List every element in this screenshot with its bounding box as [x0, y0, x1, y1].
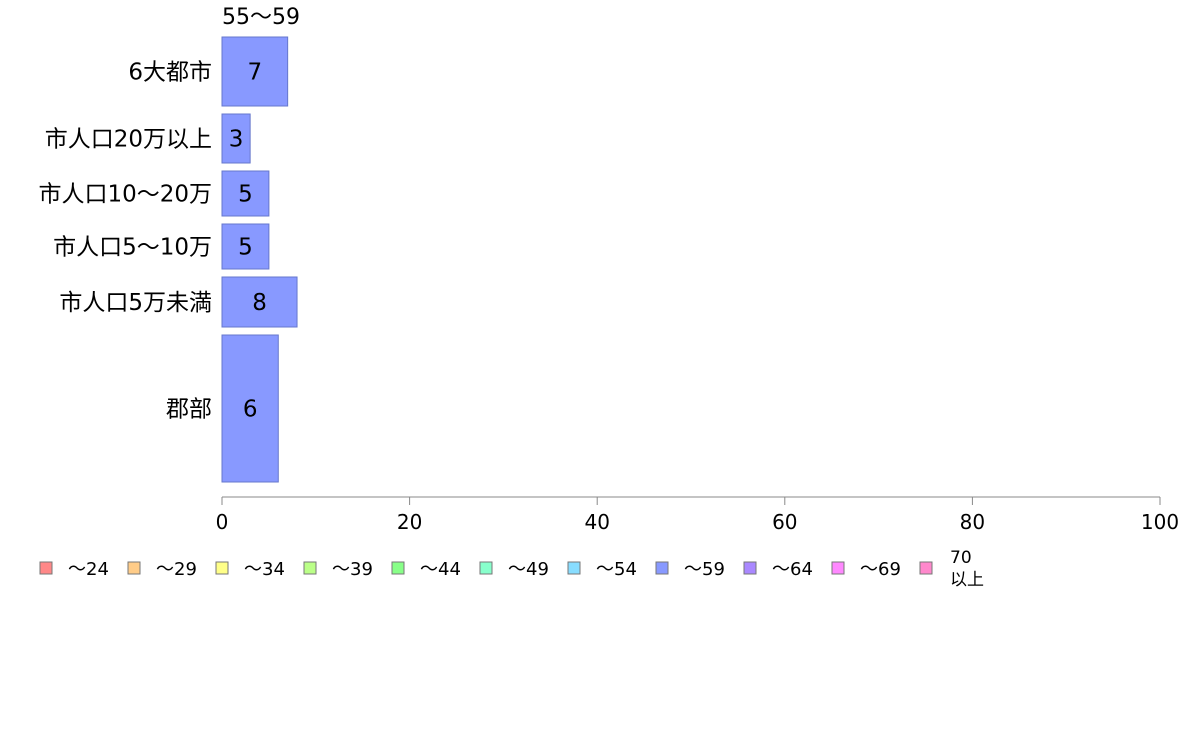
- legend-swatch: [743, 561, 757, 575]
- legend-label: 〜24: [68, 559, 109, 580]
- legend-label: 〜49: [508, 559, 549, 580]
- x-tick-label: 80: [960, 510, 985, 534]
- bar-value-label: 5: [238, 235, 253, 261]
- legend-swatch: [127, 561, 141, 575]
- bar-value-label: 8: [252, 290, 267, 316]
- bar: [221, 36, 289, 107]
- legend-label: 〜59: [684, 559, 725, 580]
- x-tick-label: 40: [584, 510, 609, 534]
- legend-swatch: [391, 561, 405, 575]
- legend-label: 〜44: [420, 559, 461, 580]
- category-label: 市人口20万以上: [45, 127, 212, 153]
- x-tick-label: 0: [216, 510, 229, 534]
- legend-swatch: [567, 561, 581, 575]
- legend-label: 〜69: [860, 559, 901, 580]
- legend-swatch: [919, 561, 933, 575]
- legend-label: 70: [950, 548, 972, 568]
- category-label: 郡部: [166, 397, 212, 423]
- legend-swatch: [39, 561, 53, 575]
- bar: [221, 113, 251, 164]
- category-label: 市人口5〜10万: [53, 235, 212, 261]
- bar: [221, 170, 270, 217]
- legend-label: 以上: [950, 570, 984, 590]
- bar: [221, 276, 298, 328]
- legend-label: 〜34: [244, 559, 285, 580]
- legend-swatch: [831, 561, 845, 575]
- bar-value-label: 7: [248, 60, 263, 86]
- bar: [221, 334, 279, 483]
- legend-swatch: [655, 561, 669, 575]
- bar: [221, 223, 270, 270]
- x-tick-label: 60: [772, 510, 797, 534]
- legend-swatch: [479, 561, 493, 575]
- bar-value-label: 6: [243, 397, 258, 423]
- legend-swatch: [215, 561, 229, 575]
- legend-label: 〜64: [772, 559, 813, 580]
- category-label: 市人口5万未満: [59, 290, 212, 316]
- category-label: 6大都市: [128, 60, 212, 86]
- legend-swatch: [303, 561, 317, 575]
- legend-label: 〜29: [156, 559, 197, 580]
- x-tick-label: 20: [397, 510, 422, 534]
- bar-value-label: 5: [238, 182, 253, 208]
- legend-label: 〜39: [332, 559, 373, 580]
- bar-value-label: 3: [229, 127, 244, 153]
- category-label: 市人口10〜20万: [38, 182, 212, 208]
- x-tick-label: 100: [1141, 510, 1179, 534]
- segment-label: 55〜59: [222, 5, 300, 30]
- legend-label: 〜54: [596, 559, 637, 580]
